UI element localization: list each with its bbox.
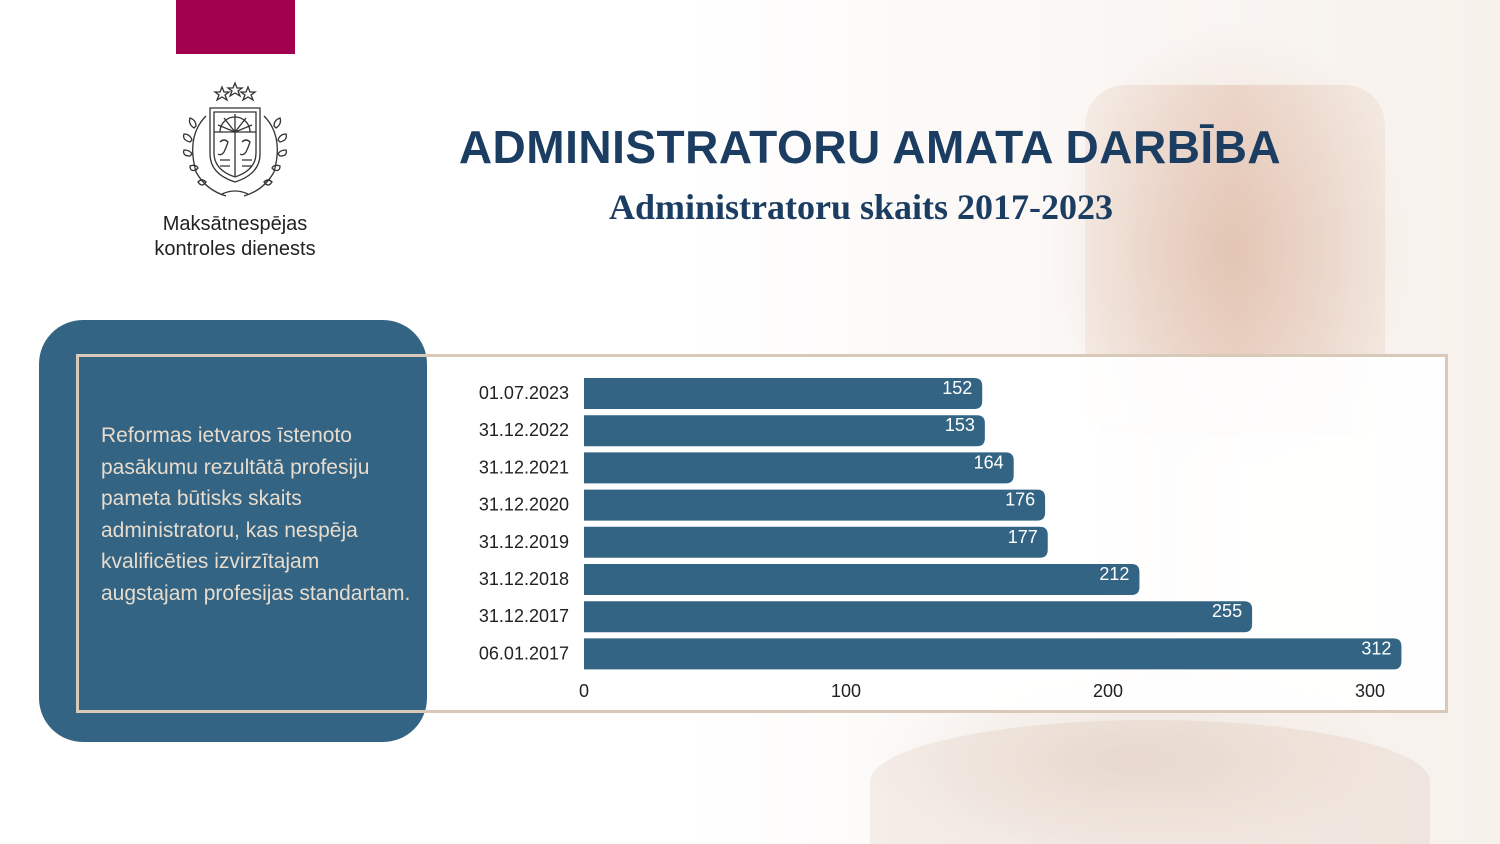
x-tick-label: 100 xyxy=(831,681,861,701)
category-label: 31.12.2020 xyxy=(479,495,569,515)
bar-31.12.2021 xyxy=(584,452,1014,484)
x-tick-label: 0 xyxy=(579,681,589,701)
category-label: 31.12.2021 xyxy=(479,457,569,477)
bar-value-label: 176 xyxy=(1005,490,1035,510)
category-label: 31.12.2017 xyxy=(479,606,569,626)
bar-31.12.2020 xyxy=(584,489,1046,521)
bar-value-label: 164 xyxy=(974,452,1004,472)
category-label: 31.12.2022 xyxy=(479,420,569,440)
category-label: 31.12.2019 xyxy=(479,532,569,552)
bar-31.12.2022 xyxy=(584,415,985,447)
category-label: 01.07.2023 xyxy=(479,383,569,403)
bar-chart: 152 01.07.2023 153 31.12.2022 164 31.12.2021 1… xyxy=(479,378,1402,701)
coat-of-arms-icon xyxy=(182,81,288,197)
bar-value-label: 312 xyxy=(1361,638,1391,658)
organization-name-line2: kontroles dienests xyxy=(154,238,316,260)
bar-value-label: 255 xyxy=(1212,601,1242,621)
organization-name-line1: Maksātnespējas xyxy=(162,213,308,235)
description-text: Reformas ietvaros īstenoto pasākumu rezu… xyxy=(101,424,411,605)
content-frame-left xyxy=(76,354,427,713)
page-subtitle: Administratoru skaits 2017-2023 xyxy=(608,187,1114,227)
category-label: 06.01.2017 xyxy=(479,643,569,663)
bar-31.12.2019 xyxy=(584,526,1048,558)
accent-bar xyxy=(176,0,295,54)
x-tick-label: 200 xyxy=(1093,681,1123,701)
bar-31.12.2018 xyxy=(584,564,1140,595)
page-title: ADMINISTRATORU AMATA DARBĪBA xyxy=(458,121,1282,173)
bar-01.07.2023 xyxy=(584,378,983,409)
sound-block-decoration xyxy=(870,720,1430,844)
organization-name: Maksātnespējas kontroles dienests xyxy=(130,212,340,262)
bar-value-label: 212 xyxy=(1099,564,1129,584)
bar-value-label: 152 xyxy=(942,378,972,398)
bar-value-label: 177 xyxy=(1008,527,1038,547)
category-label: 31.12.2018 xyxy=(479,569,569,589)
bar-value-label: 153 xyxy=(945,415,975,435)
x-tick-label: 300 xyxy=(1355,681,1385,701)
description-panel xyxy=(39,320,427,742)
bar-06.01.2017 xyxy=(584,638,1402,670)
bar-31.12.2017 xyxy=(584,601,1253,633)
